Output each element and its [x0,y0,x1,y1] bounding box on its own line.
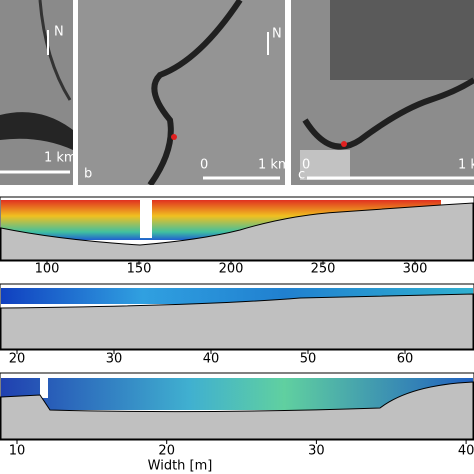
scale-label: 1 km [44,151,77,166]
profile-1 [0,196,474,262]
tick-label: 20 [9,352,26,367]
tick-label: 100 [35,262,60,277]
image-c: c 0 1 km [291,0,474,185]
profile-3 [0,372,474,441]
tick-label: 30 [308,444,325,459]
scale-start: 0 [302,158,310,173]
scale-label: 1 km [458,158,474,173]
tick-label: 20 [158,444,175,459]
profile-2 [0,283,474,351]
tick-label: 150 [127,262,152,277]
scale-start: 0 [200,158,208,173]
panel-label: b [84,167,92,182]
tick-label: 30 [106,352,123,367]
tick-label: 200 [219,262,244,277]
north-label: N [54,25,64,40]
tick-label: 10 [9,444,26,459]
panel-label: c [298,168,305,183]
image-a: N 1 km [0,0,77,185]
tick-label: 300 [403,262,428,277]
tick-label: 250 [311,262,336,277]
image-b: N b 0 1 km [78,0,291,185]
tick-label: 60 [397,352,414,367]
north-label: N [272,27,282,42]
tick-label: 40 [458,444,474,459]
tick-label: 50 [300,352,317,367]
tick-label: 40 [203,352,220,367]
x-axis-label: Width [m] [148,459,213,474]
scale-label: 1 km [258,158,291,173]
